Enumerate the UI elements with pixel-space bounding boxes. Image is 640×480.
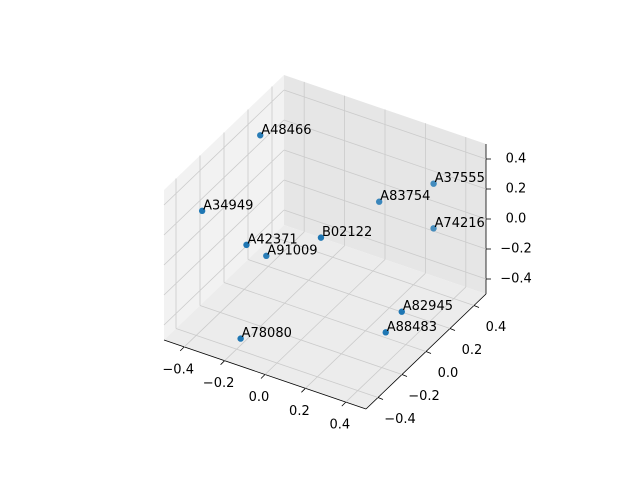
y-tick-label: 0.4 bbox=[486, 320, 507, 335]
grid-line bbox=[163, 209, 285, 326]
z-tick-label: 0.4 bbox=[506, 152, 527, 167]
y-tick bbox=[425, 351, 432, 354]
z-tick-label: −0.4 bbox=[500, 272, 532, 287]
y-tick bbox=[401, 374, 408, 377]
x-tick bbox=[341, 401, 347, 407]
point bbox=[317, 234, 325, 241]
point-label: B02122 bbox=[322, 225, 372, 240]
point-label: A34949 bbox=[203, 198, 253, 213]
x-tick bbox=[260, 374, 266, 379]
grid-line bbox=[163, 119, 285, 236]
z-tick-label: −0.2 bbox=[500, 242, 532, 257]
point bbox=[398, 308, 405, 315]
grid-line bbox=[283, 119, 487, 190]
point-label: A42371 bbox=[247, 232, 297, 247]
z-tick-label: 0.0 bbox=[506, 212, 527, 227]
grid-line bbox=[163, 179, 285, 296]
grid-line bbox=[271, 236, 475, 306]
grid-line bbox=[247, 259, 451, 329]
point bbox=[375, 198, 383, 205]
point bbox=[198, 207, 206, 215]
grid-line bbox=[175, 328, 379, 398]
point-label: A91009 bbox=[267, 243, 317, 258]
y-tick bbox=[377, 397, 384, 400]
grid-line bbox=[163, 89, 285, 206]
point bbox=[237, 335, 244, 342]
x-tick-label: 0.2 bbox=[289, 404, 310, 419]
y-tick-label: 0.2 bbox=[462, 343, 483, 358]
point-label: A82945 bbox=[403, 299, 453, 314]
grid-line bbox=[199, 305, 403, 375]
grid-line bbox=[223, 282, 427, 352]
y-tick bbox=[473, 305, 480, 308]
x-tick bbox=[220, 360, 225, 365]
x-tick-label: 0.0 bbox=[249, 390, 270, 405]
x-tick-label: −0.2 bbox=[203, 376, 235, 391]
y-tick-label: 0.0 bbox=[438, 366, 459, 381]
point-label: A74216 bbox=[435, 216, 485, 231]
point bbox=[430, 180, 437, 187]
point-label: A83754 bbox=[380, 189, 430, 204]
y-tick-label: −0.4 bbox=[384, 412, 416, 427]
point bbox=[257, 132, 264, 139]
point-label: A37555 bbox=[435, 171, 485, 186]
y-tick bbox=[449, 328, 456, 331]
x-tick-label: −0.4 bbox=[162, 362, 194, 377]
point bbox=[430, 225, 437, 232]
point bbox=[243, 241, 250, 249]
x-tick-label: 0.4 bbox=[329, 418, 350, 433]
point-label: A78080 bbox=[242, 326, 292, 341]
point bbox=[263, 252, 270, 260]
y-tick-label: −0.2 bbox=[408, 389, 440, 404]
grid-line bbox=[283, 209, 487, 280]
x-tick bbox=[179, 346, 185, 352]
grid-line bbox=[283, 89, 487, 160]
point-label: A48466 bbox=[261, 123, 311, 138]
x-tick bbox=[301, 388, 306, 393]
point-label: A88483 bbox=[387, 320, 437, 335]
grid-line bbox=[163, 149, 285, 266]
z-tick-label: 0.2 bbox=[506, 182, 527, 197]
grid-line bbox=[283, 179, 487, 250]
grid-line bbox=[283, 149, 487, 220]
point bbox=[382, 329, 389, 336]
